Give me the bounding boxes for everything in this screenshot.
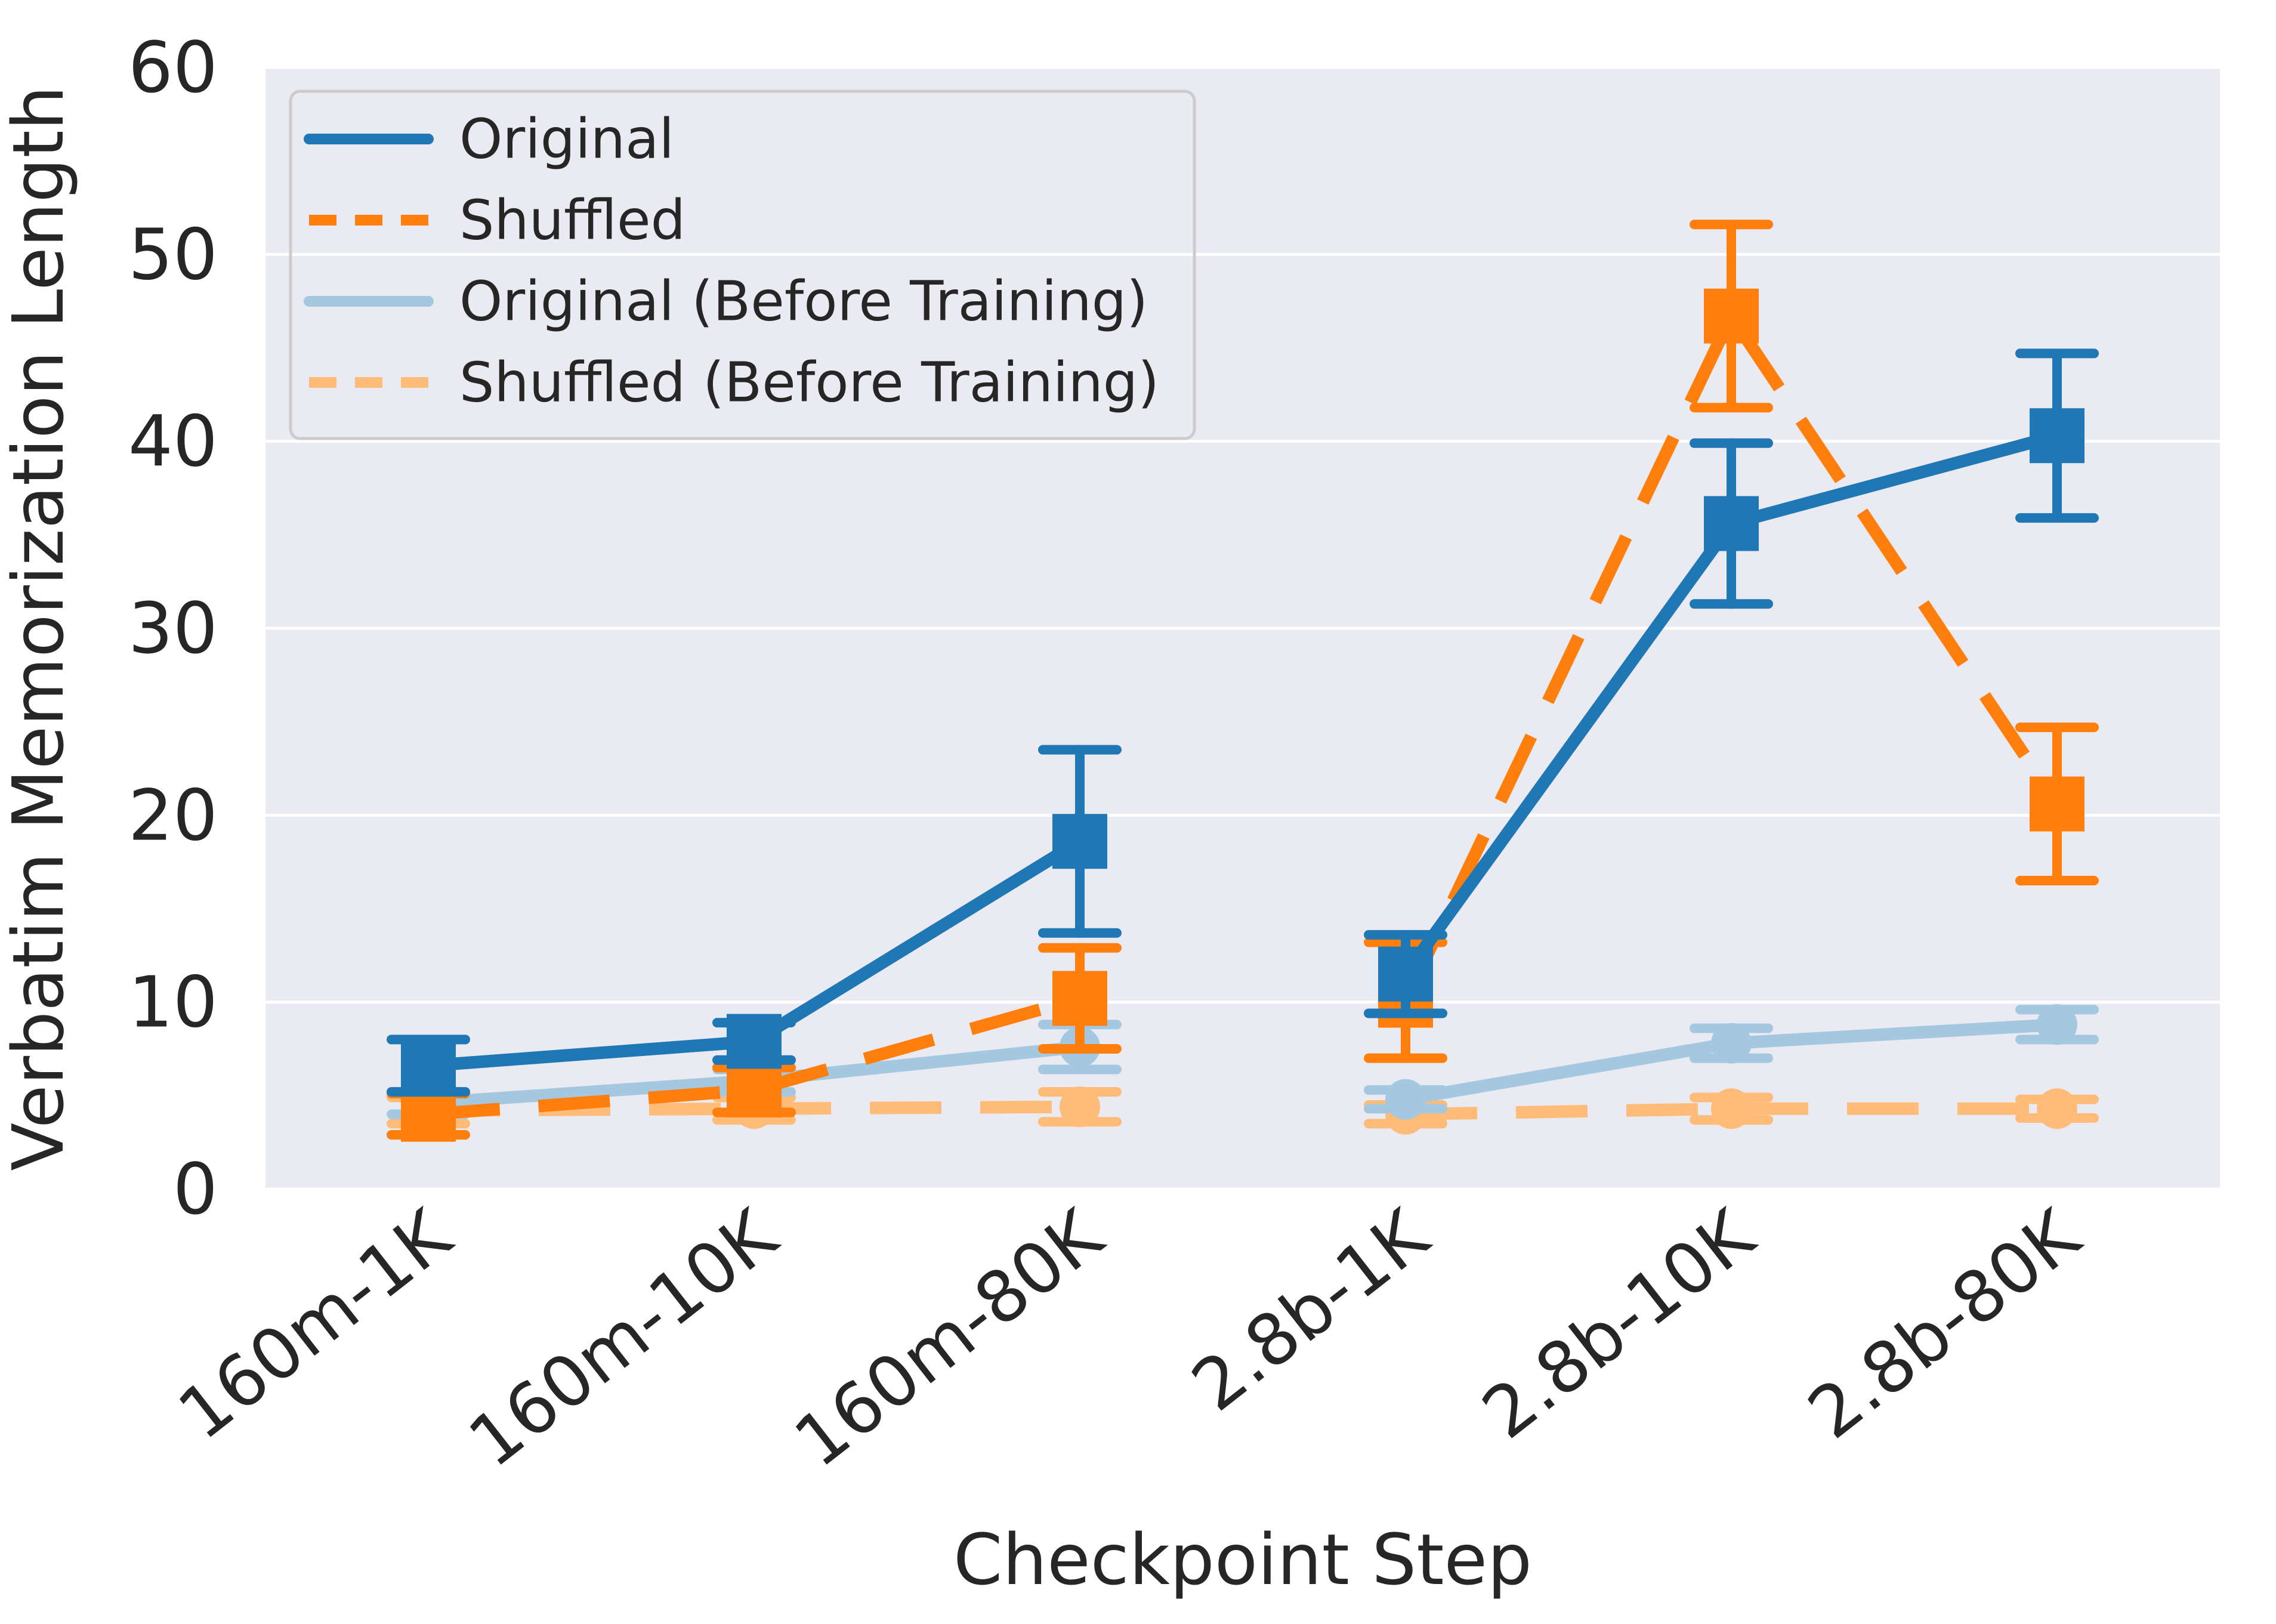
data-point-marker	[1052, 814, 1107, 869]
series-shuffled	[387, 220, 2099, 1142]
legend-label: Original (Before Training)	[459, 270, 1148, 334]
y-tick-label: 40	[128, 400, 218, 483]
data-point-marker	[1711, 1023, 1752, 1064]
data-point-marker	[401, 1038, 456, 1094]
series-original	[387, 348, 2099, 1097]
data-point-marker	[2030, 776, 2084, 832]
data-point-marker	[2037, 1004, 2077, 1045]
legend-label: Shuffled (Before Training)	[459, 351, 1159, 415]
series-line	[428, 992, 1082, 1121]
data-point-marker	[1704, 496, 1759, 551]
y-tick-label: 60	[128, 26, 218, 109]
data-point-marker	[727, 1062, 782, 1117]
data-point-marker	[1704, 288, 1759, 344]
x-tick-label: 2.8b-80K	[1793, 1193, 2096, 1455]
x-tick-label: 160m-10K	[453, 1193, 792, 1483]
x-tick-label: 2.8b-1K	[1177, 1193, 1444, 1427]
data-point-marker	[727, 1014, 782, 1069]
legend-entry: Original (Before Training)	[304, 270, 1148, 334]
y-tick-label: 30	[128, 587, 218, 669]
data-point-marker	[1378, 946, 1433, 1002]
x-tick-label: 160m-1K	[163, 1193, 467, 1456]
legend-entry: Shuffled	[309, 189, 685, 252]
legend-label: Original	[459, 107, 674, 171]
data-point-marker	[1060, 1086, 1100, 1128]
data-point-marker	[1385, 1079, 1426, 1120]
data-point-marker	[2030, 408, 2084, 464]
y-axis-label: Verbatim Memorization Length	[0, 85, 79, 1171]
series-line	[1400, 303, 2062, 1004]
y-tick-label: 20	[128, 774, 218, 856]
x-tick-label: 160m-80K	[779, 1193, 1118, 1483]
legend: Original Shuffled Original (Before Trainin…	[289, 89, 1196, 440]
y-tick-label: 10	[128, 961, 218, 1043]
data-point-marker	[1052, 971, 1107, 1026]
legend-entry: Original	[304, 107, 674, 171]
x-tick-label: 2.8b-10K	[1468, 1193, 1770, 1455]
data-point-marker	[1711, 1088, 1752, 1129]
y-tick-label: 50	[128, 213, 218, 295]
legend-entry: Shuffled (Before Training)	[309, 351, 1159, 415]
legend-box	[289, 89, 1196, 440]
y-tick-label: 0	[173, 1148, 218, 1230]
legend-label: Shuffled	[459, 189, 685, 252]
x-axis-label: Checkpoint Step	[953, 1518, 1532, 1601]
data-point-marker	[2037, 1088, 2077, 1129]
